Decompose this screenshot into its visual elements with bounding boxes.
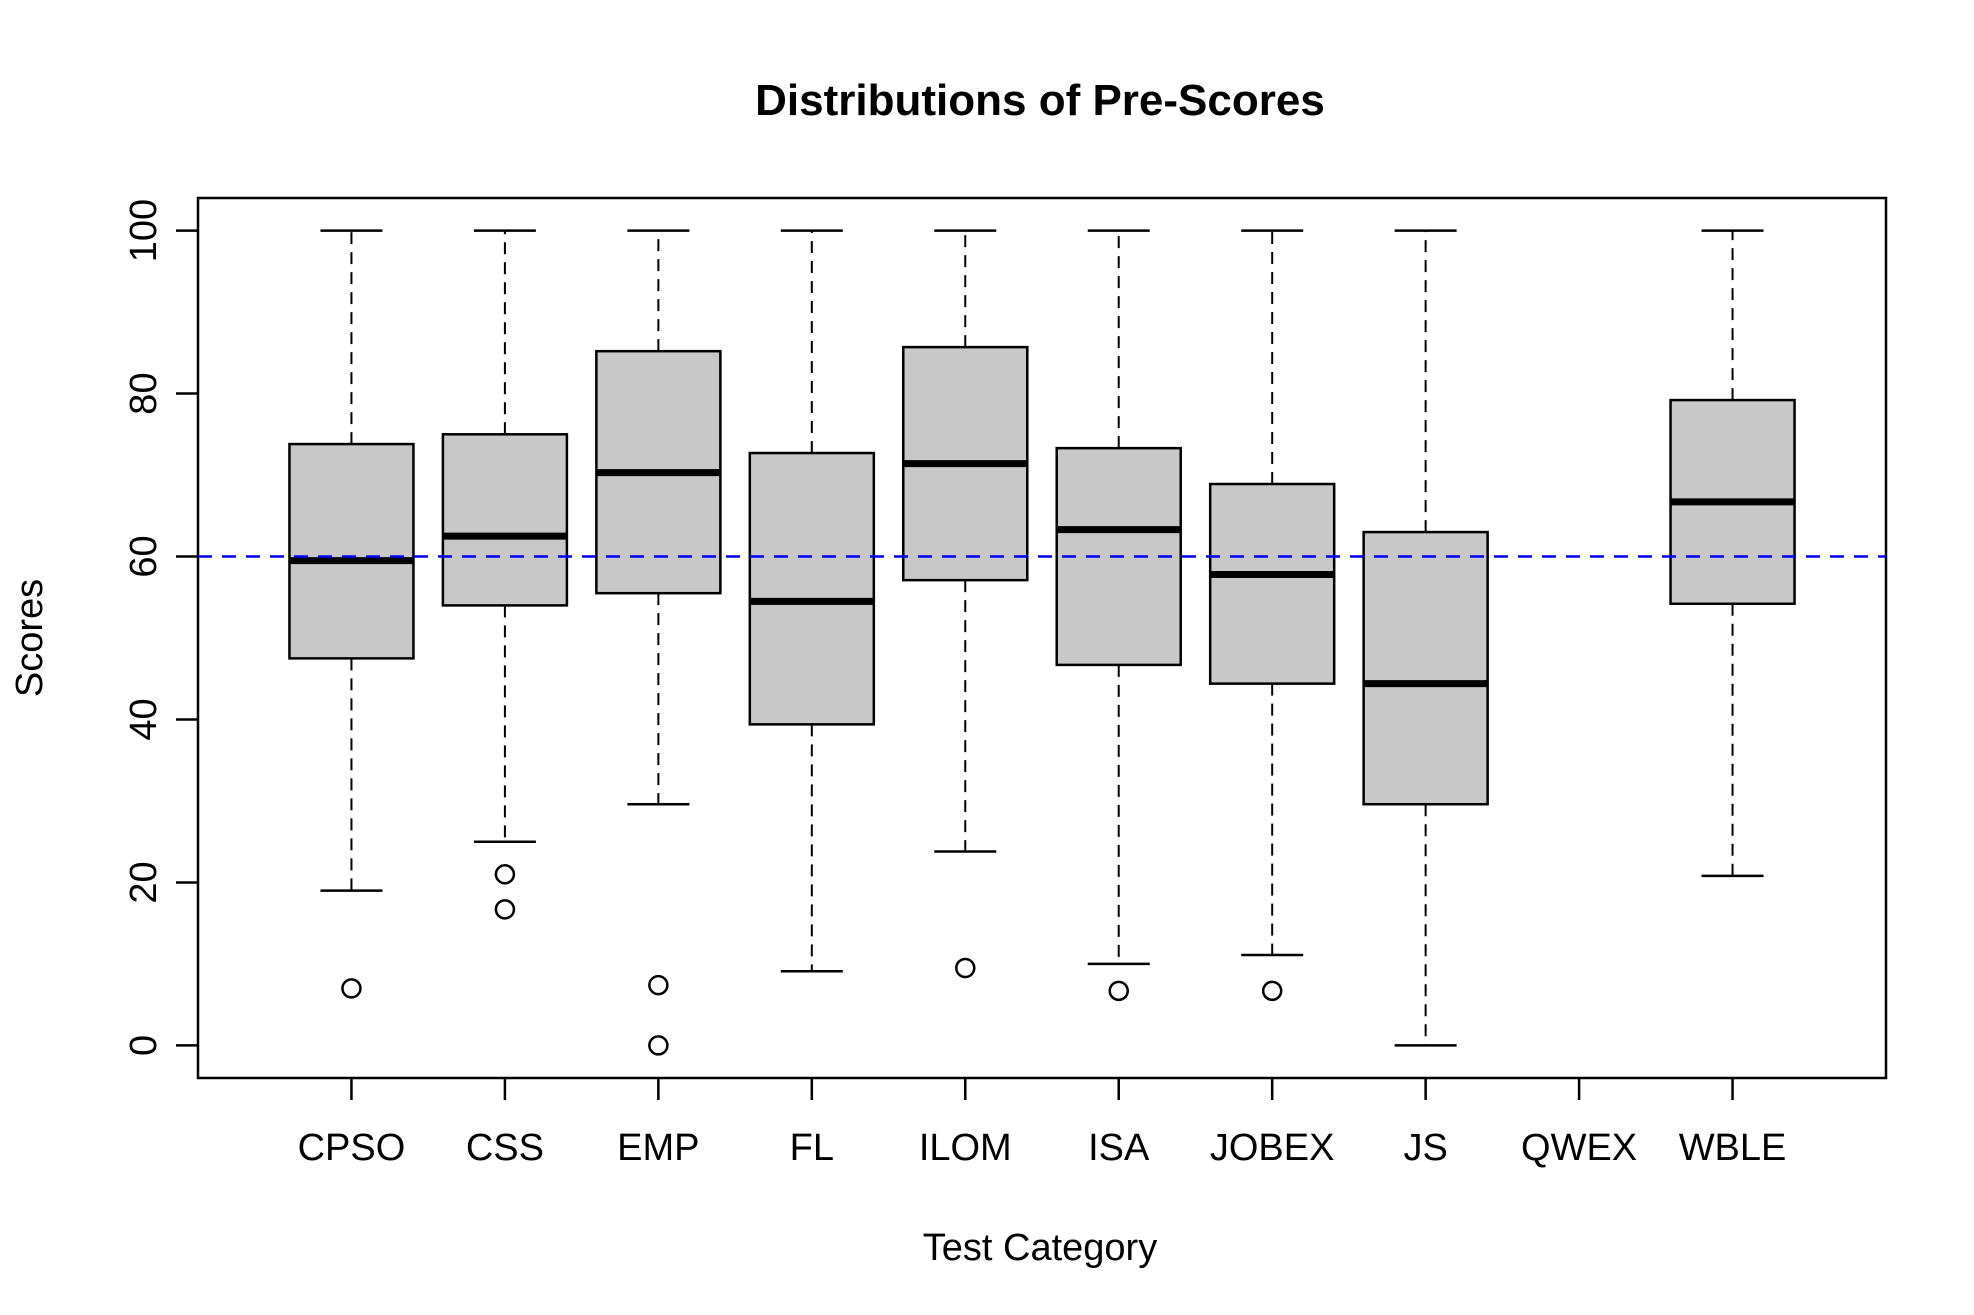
x-tick-label: CSS — [466, 1127, 544, 1169]
outlier-point — [494, 864, 516, 885]
box-jobex — [1208, 229, 1336, 1002]
outlier-point — [1261, 980, 1283, 1002]
x-tick-label: EMP — [617, 1127, 699, 1169]
outlier-point — [648, 974, 669, 996]
x-tick-label: FL — [790, 1127, 834, 1169]
x-axis: CPSO CSS EMP FL ILOM ISA JOBEX JS QWEX WBLE — [298, 1078, 1787, 1169]
outlier-point — [341, 978, 362, 999]
iqr-box — [1362, 530, 1489, 806]
y-tick-label: 40 — [123, 698, 165, 740]
x-axis-label: Test Category — [923, 1227, 1157, 1269]
x-tick-label: QWEX — [1521, 1127, 1637, 1169]
boxes-layer — [288, 229, 1796, 1056]
y-tick-label: 80 — [123, 372, 165, 414]
x-tick-label: JOBEX — [1210, 1127, 1335, 1169]
box-wble — [1669, 229, 1796, 878]
y-tick-label: 100 — [123, 199, 165, 262]
plot-frame — [196, 196, 1888, 1080]
iqr-box — [748, 451, 876, 726]
box-js — [1362, 229, 1489, 1047]
y-axis-label: Scores — [9, 579, 51, 697]
box-ilom — [902, 229, 1029, 979]
x-tick-label: JS — [1403, 1127, 1447, 1169]
x-tick-label: ISA — [1088, 1127, 1150, 1169]
box-css — [441, 229, 569, 920]
box-emp — [595, 229, 722, 1056]
y-tick-label: 20 — [123, 861, 165, 903]
iqr-box — [288, 442, 415, 660]
outlier-point — [494, 899, 516, 920]
outlier-point — [955, 957, 976, 979]
box-fl — [748, 229, 876, 973]
outlier-point — [1108, 980, 1129, 1002]
x-tick-label: CPSO — [298, 1127, 406, 1169]
y-axis: 0 20 40 60 80 100 — [123, 199, 198, 1056]
y-tick-label: 60 — [123, 535, 165, 577]
x-tick-label: ILOM — [919, 1127, 1012, 1169]
box-isa — [1055, 229, 1182, 1002]
x-tick-label: WBLE — [1679, 1127, 1787, 1169]
outlier-point — [648, 1035, 669, 1056]
box-cpso — [288, 229, 415, 999]
iqr-box — [441, 433, 569, 607]
iqr-box — [1208, 482, 1336, 685]
chart-title: Distributions of Pre-Scores — [755, 76, 1325, 125]
y-tick-label: 0 — [123, 1035, 165, 1056]
